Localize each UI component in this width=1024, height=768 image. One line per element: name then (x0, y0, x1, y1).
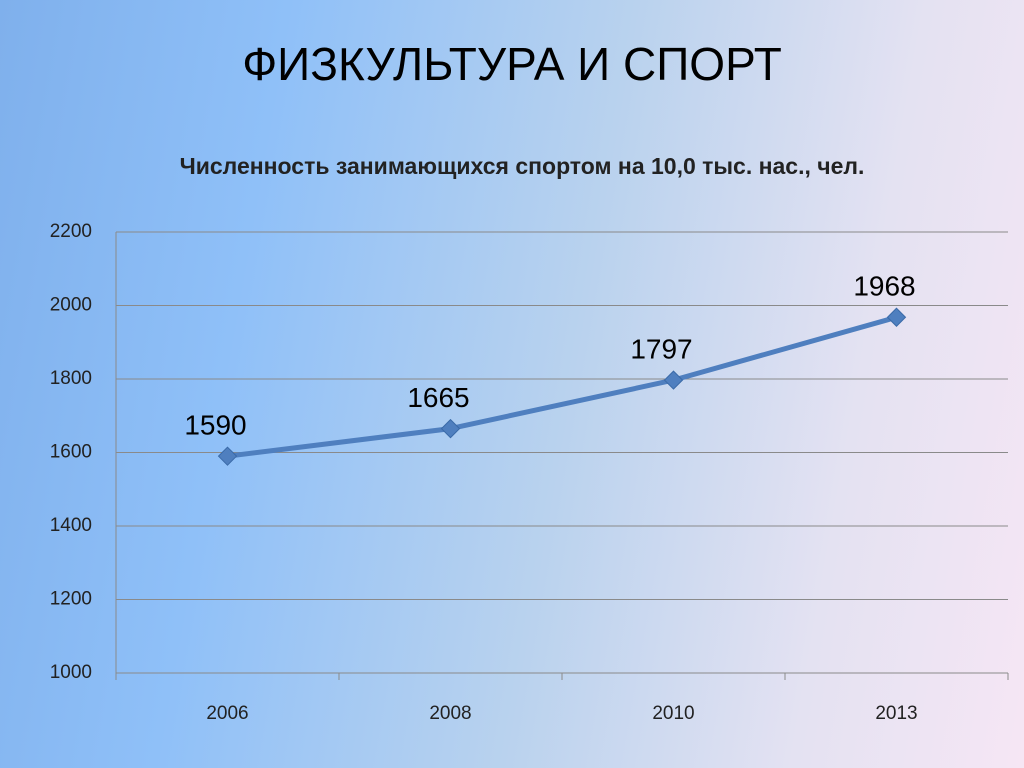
marker (663, 370, 684, 390)
marker (886, 307, 907, 327)
slide-title: ФИЗКУЛЬТУРА И СПОРТ (242, 38, 782, 90)
data-label: 1590 (184, 410, 246, 441)
x-tick-label: 2006 (206, 703, 248, 724)
marker (440, 418, 461, 439)
x-tick-label: 2013 (875, 703, 917, 724)
y-tick-label: 2000 (50, 295, 92, 316)
x-tick-label: 2008 (429, 703, 471, 724)
data-label: 1797 (630, 333, 692, 364)
x-tick-label: 2010 (652, 703, 694, 724)
y-tick-label: 1200 (50, 589, 92, 610)
y-tick-label: 2200 (50, 221, 92, 242)
y-tick-label: 1400 (50, 515, 92, 536)
marker (217, 446, 238, 466)
y-tick-label: 1000 (50, 662, 92, 683)
series-line (227, 314, 898, 459)
data-label: 1665 (407, 382, 469, 413)
y-tick-label: 1600 (50, 442, 92, 463)
chart-title: Численность занимающихся спортом на 10,0… (180, 153, 865, 179)
data-label: 1968 (853, 271, 915, 302)
y-tick-label: 1800 (50, 368, 92, 389)
